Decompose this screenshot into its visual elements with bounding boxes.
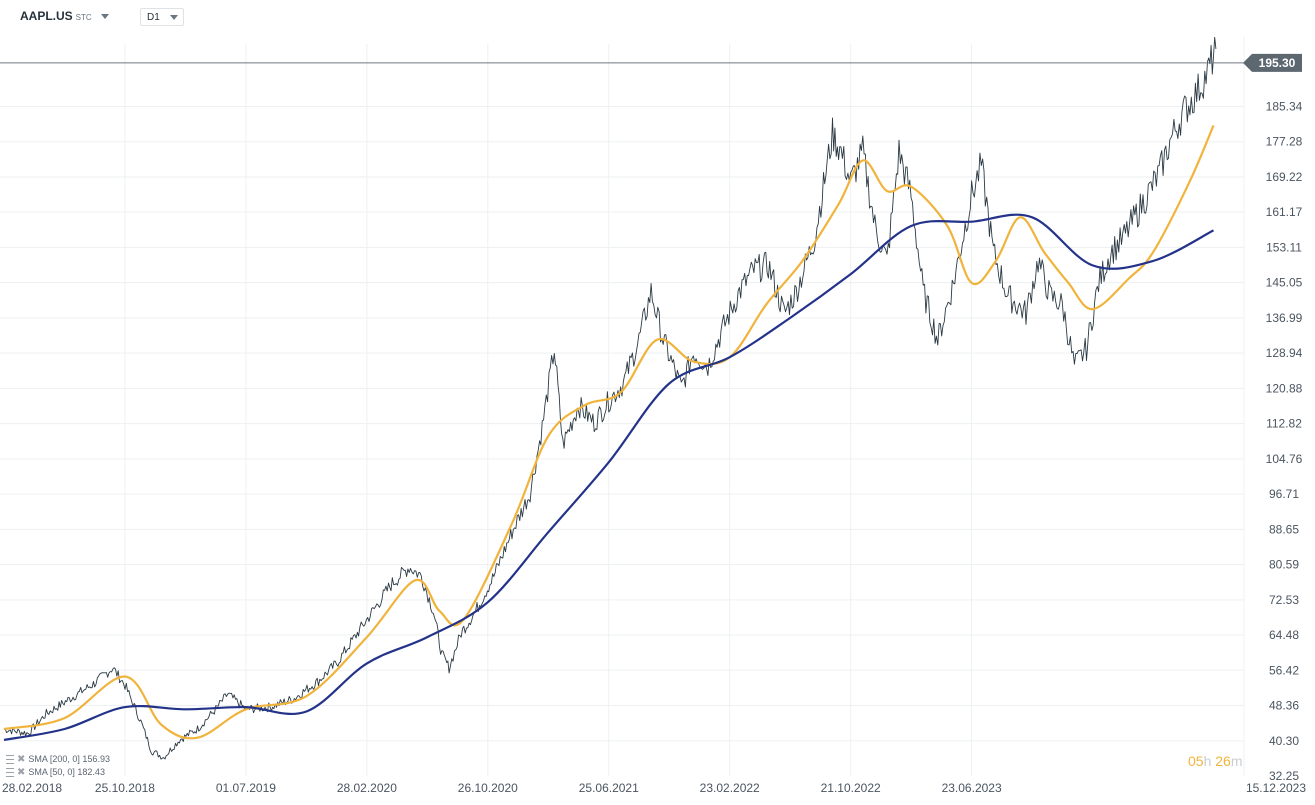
x-tick-label: 26.10.2020 [458, 781, 518, 795]
x-tick-label: 23.06.2023 [942, 781, 1002, 795]
x-tick-label: 01.07.2019 [216, 781, 276, 795]
countdown-minutes: 26 [1215, 753, 1231, 769]
candle-countdown: 05h 26m [1188, 753, 1243, 769]
chart-grid [0, 36, 1245, 776]
chevron-down-icon [170, 15, 178, 20]
close-icon[interactable]: ✖ [17, 767, 26, 778]
x-tick-label: 25.06.2021 [579, 781, 639, 795]
x-tick-label: 28.02.2018 [2, 781, 62, 795]
y-tick-label: 48.36 [1269, 699, 1299, 713]
y-tick-label: 64.48 [1269, 628, 1299, 642]
x-tick-label: 23.02.2022 [700, 781, 760, 795]
y-tick-label: 104.76 [1266, 452, 1303, 466]
y-tick-label: 185.34 [1266, 99, 1303, 113]
x-tick-label: 15.12.2023 [1246, 781, 1306, 795]
y-tick-label: 128.94 [1266, 346, 1303, 360]
y-tick-label: 120.88 [1266, 381, 1303, 395]
symbol-selector[interactable]: AAPL.US STC [20, 9, 109, 23]
chart-series [3, 36, 1217, 760]
x-tick-label: 28.02.2020 [337, 781, 397, 795]
y-tick-label: 136.99 [1266, 311, 1303, 325]
settings-lines-icon[interactable] [6, 768, 14, 778]
countdown-minutes-unit: m [1230, 753, 1243, 769]
indicator-legend: ✖ SMA [200, 0] 156.93 ✖ SMA [50, 0] 182.43 [6, 753, 110, 779]
last-price-label: 195.30 [1259, 56, 1296, 70]
indicator-label: SMA [200, 0] 156.93 [28, 754, 110, 764]
x-axis-labels: 28.02.2018 25.10.2018 01.07.2019 28.02.2020… [2, 781, 1306, 795]
x-tick-label: 25.10.2018 [95, 781, 155, 795]
indicator-label: SMA [50, 0] 182.43 [28, 767, 105, 777]
indicator-sma200[interactable]: ✖ SMA [200, 0] 156.93 [6, 753, 110, 766]
settings-lines-icon[interactable] [6, 755, 14, 765]
y-tick-label: 145.05 [1266, 276, 1303, 290]
y-tick-label: 153.11 [1266, 240, 1302, 254]
y-tick-label: 88.65 [1269, 522, 1299, 536]
y-tick-label: 32.25 [1269, 769, 1299, 783]
countdown-hours: 05 [1188, 753, 1204, 769]
sma200-line [3, 213, 1214, 741]
last-price-tag: 195.30 [0, 53, 1302, 72]
x-tick-label: 21.10.2022 [821, 781, 881, 795]
y-tick-label: 40.30 [1269, 734, 1299, 748]
timeframe-selector[interactable]: D1 [140, 8, 184, 26]
y-tick-label: 161.17 [1266, 205, 1303, 219]
chevron-down-icon [100, 14, 109, 20]
indicator-sma50[interactable]: ✖ SMA [50, 0] 182.43 [6, 766, 110, 779]
y-tick-label: 177.28 [1266, 135, 1303, 149]
y-tick-label: 56.42 [1269, 663, 1299, 677]
countdown-hours-unit: h [1203, 753, 1212, 769]
last-price-badge [1243, 53, 1302, 72]
y-tick-label: 112.82 [1266, 417, 1302, 431]
symbol-suffix: STC [75, 13, 92, 22]
y-tick-label: 80.59 [1269, 558, 1299, 572]
y-tick-label: 169.22 [1266, 170, 1303, 184]
y-axis-labels: 32.25 40.30 48.36 56.42 64.48 72.53 80.59 88.65… [1266, 99, 1303, 783]
close-icon[interactable]: ✖ [17, 754, 26, 765]
symbol-name: AAPL.US [20, 9, 73, 23]
timeframe-label: D1 [147, 12, 160, 23]
chart-toolbar: AAPL.US STC D1 [0, 0, 1315, 36]
y-tick-label: 96.71 [1269, 487, 1299, 501]
y-tick-label: 72.53 [1269, 593, 1299, 607]
price-series-line [3, 36, 1217, 760]
